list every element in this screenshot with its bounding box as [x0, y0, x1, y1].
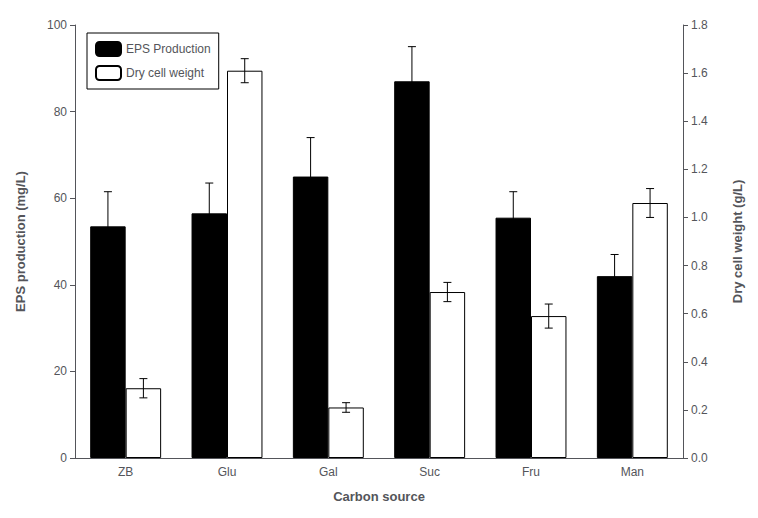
svg-text:1.6: 1.6 [691, 66, 708, 80]
svg-text:80: 80 [54, 105, 68, 119]
svg-text:60: 60 [54, 191, 68, 205]
svg-text:Glu: Glu [218, 465, 237, 479]
svg-text:0.2: 0.2 [691, 403, 708, 417]
svg-text:ZB: ZB [118, 465, 133, 479]
svg-text:1.8: 1.8 [691, 18, 708, 32]
svg-text:20: 20 [54, 364, 68, 378]
svg-text:Fru: Fru [522, 465, 540, 479]
svg-text:EPS production (mg/L): EPS production (mg/L) [13, 171, 28, 312]
svg-text:0.8: 0.8 [691, 259, 708, 273]
svg-text:0: 0 [60, 451, 67, 465]
svg-text:100: 100 [47, 18, 67, 32]
svg-text:1.2: 1.2 [691, 162, 708, 176]
svg-text:40: 40 [54, 278, 68, 292]
svg-text:1.4: 1.4 [691, 114, 708, 128]
svg-text:Dry cell weight (g/L): Dry cell weight (g/L) [730, 180, 745, 304]
svg-text:Suc: Suc [419, 465, 440, 479]
svg-text:0.0: 0.0 [691, 451, 708, 465]
svg-text:Dry cell weight: Dry cell weight [126, 66, 205, 80]
svg-text:Carbon source: Carbon source [333, 489, 425, 504]
svg-text:1.0: 1.0 [691, 210, 708, 224]
svg-text:EPS Production: EPS Production [126, 42, 211, 56]
svg-text:0.4: 0.4 [691, 355, 708, 369]
svg-text:0.6: 0.6 [691, 307, 708, 321]
svg-text:Man: Man [621, 465, 644, 479]
svg-text:Gal: Gal [319, 465, 338, 479]
